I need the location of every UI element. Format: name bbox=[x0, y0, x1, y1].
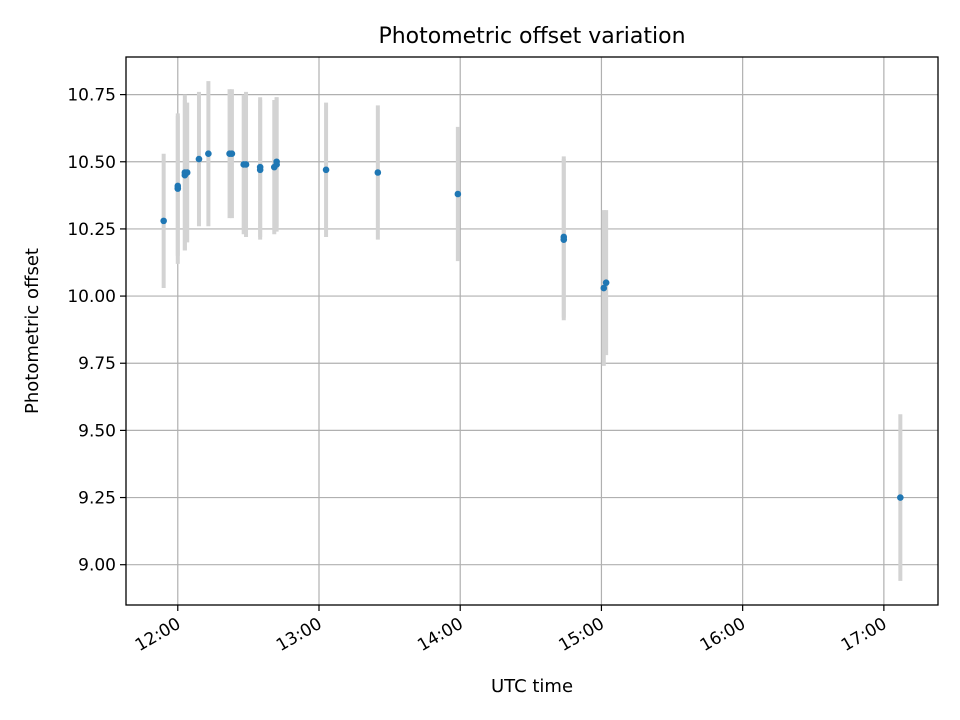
x-tick-label: 15:00 bbox=[555, 614, 607, 656]
x-axis-label: UTC time bbox=[491, 676, 573, 697]
chart-title: Photometric offset variation bbox=[378, 24, 685, 49]
data-point bbox=[273, 158, 280, 166]
y-tick-label: 9.75 bbox=[78, 354, 116, 374]
x-tick-label: 16:00 bbox=[697, 614, 749, 656]
y-tick-label: 10.50 bbox=[67, 153, 116, 173]
data-point bbox=[183, 169, 191, 176]
data-point bbox=[560, 236, 568, 243]
data-point bbox=[174, 182, 182, 190]
y-axis-ticks: 9.00 9.25 9.50 9.75 10.00 10.25 10.50 10.75 bbox=[67, 86, 126, 576]
y-tick-label: 10.25 bbox=[67, 220, 116, 240]
y-axis-label: Photometric offset bbox=[22, 248, 43, 414]
data-point bbox=[205, 150, 212, 158]
y-tick-label: 9.00 bbox=[78, 556, 116, 576]
data-point bbox=[897, 494, 904, 501]
x-tick-label: 13:00 bbox=[273, 614, 325, 656]
data-point bbox=[602, 279, 610, 286]
data-point bbox=[242, 161, 250, 168]
x-tick-label: 17:00 bbox=[838, 614, 890, 656]
error-bars bbox=[161, 81, 903, 581]
data-point bbox=[374, 169, 382, 176]
y-tick-label: 10.00 bbox=[67, 287, 116, 307]
data-point bbox=[228, 150, 236, 158]
x-tick-label: 12:00 bbox=[132, 614, 184, 656]
plot-frame bbox=[125, 56, 939, 606]
y-tick-label: 9.50 bbox=[78, 421, 116, 441]
data-point bbox=[454, 190, 462, 198]
data-point bbox=[600, 284, 608, 292]
data-point bbox=[195, 155, 203, 163]
x-axis-ticks: 12:00 13:00 14:00 15:00 16:00 17:00 bbox=[132, 605, 890, 656]
data-point bbox=[322, 166, 330, 174]
data-points bbox=[160, 150, 904, 501]
x-tick-label: 14:00 bbox=[414, 614, 466, 656]
data-point bbox=[256, 166, 264, 174]
y-tick-label: 9.25 bbox=[78, 489, 116, 509]
y-tick-label: 10.75 bbox=[67, 86, 116, 106]
data-point bbox=[160, 217, 167, 225]
